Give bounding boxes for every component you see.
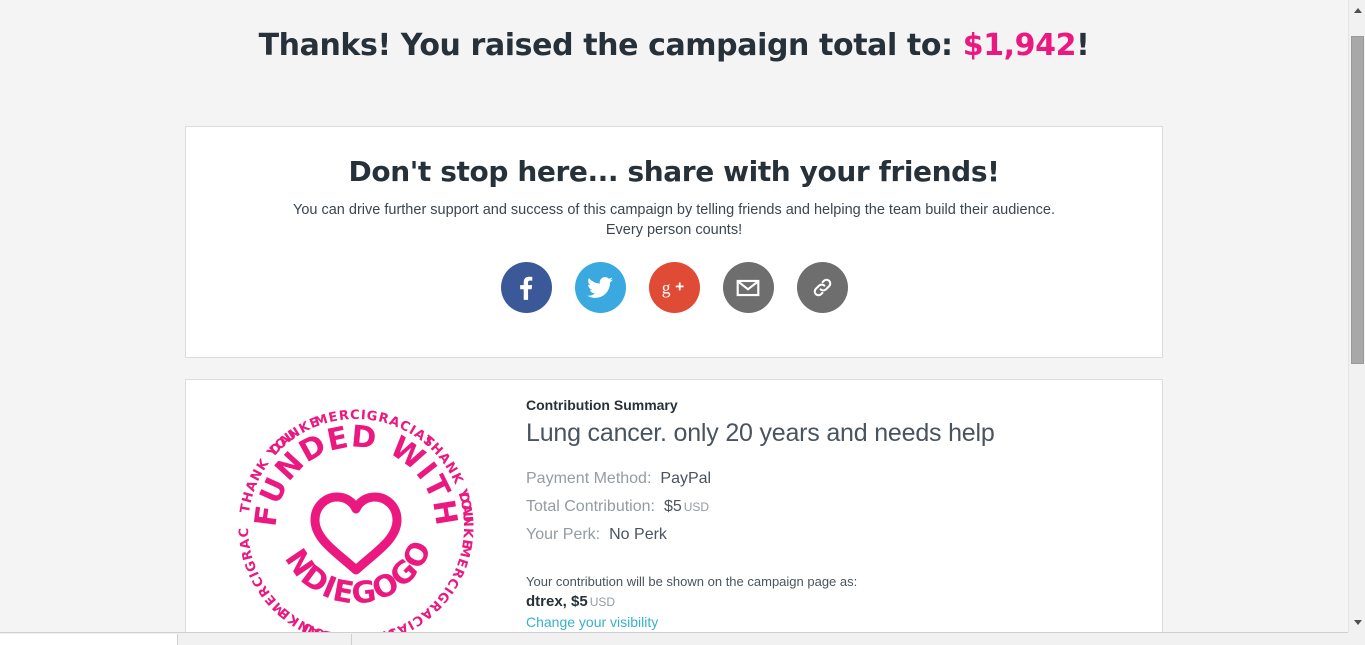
share-twitter-button[interactable] — [574, 262, 626, 313]
badge-column: THANK YOU DANKE MERCI GRACIAS THANK YOU … — [186, 375, 526, 632]
change-visibility-link[interactable]: Change your visibility — [526, 614, 659, 630]
share-card: Don't stop here... share with your frien… — [185, 126, 1163, 358]
google-plus-icon: g — [660, 274, 688, 302]
facebook-icon — [513, 275, 539, 301]
visibility-display-name: dtrex, $5 USD — [526, 593, 1132, 610]
visibility-currency: USD — [589, 595, 616, 609]
share-button-group: g — [186, 262, 1162, 313]
total-contribution-currency: USD — [683, 500, 710, 514]
total-contribution-label: Total Contribution: — [526, 498, 655, 515]
campaign-title: Lung cancer. only 20 years and needs hel… — [526, 419, 995, 447]
badge-outer-word: MERCI — [247, 568, 290, 619]
summary-section-label: Contribution Summary — [526, 397, 678, 413]
share-subtitle-line-1: You can drive further support and succes… — [293, 202, 1055, 218]
detail-row-perk: Your Perk: No Perk — [526, 526, 1132, 544]
headline-suffix: ! — [1076, 28, 1090, 63]
detail-row-total-contribution: Total Contribution: $5 USD — [526, 498, 1132, 516]
copy-link-button[interactable] — [796, 262, 848, 313]
scroll-up-arrow-icon[interactable] — [1349, 2, 1365, 19]
headline-prefix: Thanks! You raised the campaign total to… — [258, 28, 963, 63]
perk-value: No Perk — [609, 526, 667, 543]
funded-with-indiegogo-badge: THANK YOU DANKE MERCI GRACIAS THANK YOU … — [225, 375, 481, 632]
contribution-summary-card: THANK YOU DANKE MERCI GRACIAS THANK YOU … — [185, 375, 1163, 632]
twitter-icon — [586, 274, 614, 301]
visibility-block: Your contribution will be shown on the c… — [526, 574, 1132, 632]
badge-outer-word: MERCI — [440, 543, 474, 597]
campaign-total-amount: $1,942 — [962, 28, 1077, 63]
horizontal-scrollbar-thumb[interactable] — [0, 634, 178, 645]
vertical-scrollbar-thumb[interactable] — [1351, 36, 1364, 364]
visibility-note: Your contribution will be shown on the c… — [526, 574, 858, 589]
payment-method-value: PayPal — [660, 470, 712, 487]
detail-row-payment-method: Payment Method: PayPal — [526, 470, 1132, 488]
envelope-icon — [735, 275, 761, 301]
page-title: Thanks! You raised the campaign total to… — [0, 0, 1348, 63]
total-contribution-value: $5 — [663, 498, 682, 515]
badge-outer-word: DANKE — [455, 491, 475, 551]
vertical-scrollbar[interactable] — [1348, 0, 1365, 645]
visibility-name-text: dtrex, $5 — [526, 593, 588, 610]
scrollbar-corner — [1348, 632, 1365, 645]
summary-details: Contribution Summary Lung cancer. only 2… — [526, 380, 1162, 632]
payment-method-label: Payment Method: — [526, 470, 652, 487]
perk-label: Your Perk: — [526, 526, 601, 543]
link-icon — [810, 275, 835, 300]
share-subtitle-line-2: Every person counts! — [605, 222, 743, 238]
share-email-button[interactable] — [722, 262, 774, 313]
horizontal-scrollbar-track-segment[interactable] — [179, 634, 352, 645]
horizontal-scrollbar[interactable] — [0, 632, 1348, 645]
scroll-down-arrow-icon[interactable] — [1349, 614, 1365, 631]
page-content: Thanks! You raised the campaign total to… — [0, 0, 1348, 632]
share-google-plus-button[interactable]: g — [648, 262, 700, 313]
share-card-subtitle: You can drive further support and succes… — [274, 200, 1074, 240]
share-card-title: Don't stop here... share with your frien… — [348, 155, 1000, 188]
share-facebook-button[interactable] — [500, 262, 552, 313]
heart-icon — [310, 492, 402, 575]
svg-text:g: g — [662, 277, 671, 297]
